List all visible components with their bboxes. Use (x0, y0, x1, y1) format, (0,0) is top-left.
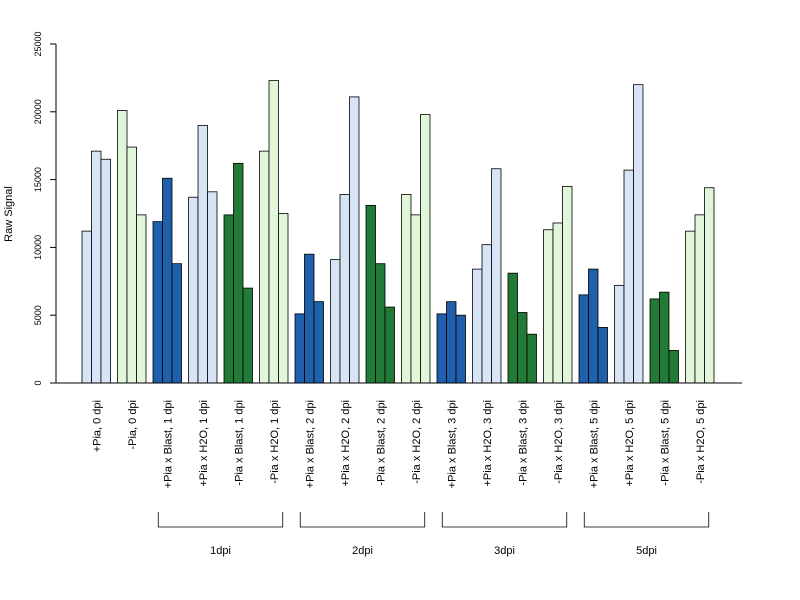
category-label: +Pia x Blast, 2 dpi (304, 400, 316, 488)
bar (401, 194, 412, 384)
bar (278, 213, 289, 384)
category-label: -Pia x H2O, 5 dpi (695, 400, 707, 484)
bar (578, 294, 589, 384)
bar (171, 263, 182, 384)
bar (330, 259, 341, 384)
bar (339, 194, 350, 384)
bar (649, 298, 660, 384)
bar (704, 187, 715, 384)
bar (81, 230, 92, 384)
category-label: +Pia x H2O, 2 dpi (340, 400, 352, 487)
bar (136, 214, 147, 384)
bar (552, 222, 563, 384)
group-bracket (441, 512, 568, 528)
bar (313, 301, 324, 384)
group-label: 1dpi (210, 545, 231, 557)
bar (694, 214, 705, 384)
bar (614, 284, 625, 384)
category-label: +Pia x H2O, 1 dpi (198, 400, 210, 487)
category-label: -Pia x H2O, 3 dpi (553, 400, 565, 484)
bar (472, 268, 483, 384)
category-label: +Pia x H2O, 5 dpi (624, 400, 636, 487)
bar (588, 268, 599, 384)
y-axis: 0 5000 10000 15000 20000 25000 (33, 31, 57, 386)
bar (91, 150, 102, 384)
bar (304, 253, 315, 384)
group-bracket (583, 512, 710, 528)
bar (491, 168, 502, 384)
category-label: +Pia x Blast, 5 dpi (588, 400, 600, 488)
bar (543, 229, 554, 384)
bar (294, 313, 305, 384)
bar (455, 314, 466, 384)
category-label: +Pia x Blast, 3 dpi (446, 400, 458, 488)
category-label: +Pia x H2O, 3 dpi (482, 400, 494, 487)
bar (162, 177, 173, 384)
bar (420, 114, 431, 384)
category-label: -Pia x H2O, 2 dpi (411, 400, 423, 484)
y-tick-label: 15000 (33, 167, 43, 192)
category-label: -Pia x Blast, 2 dpi (375, 400, 387, 486)
bar (233, 162, 244, 384)
bar (242, 287, 253, 384)
bars (81, 80, 715, 384)
bar (659, 291, 670, 384)
category-label: -Pia x Blast, 5 dpi (659, 400, 671, 486)
bar (349, 96, 360, 384)
bar (188, 196, 199, 384)
bar (668, 350, 679, 384)
y-tick-label: 0 (33, 380, 43, 385)
category-label: -Pia x Blast, 1 dpi (233, 400, 245, 486)
bar (223, 214, 234, 384)
bar (259, 150, 270, 384)
bar (152, 221, 163, 384)
bar (517, 312, 528, 384)
group-bracket (157, 512, 284, 528)
bar (526, 333, 537, 384)
category-label: +Pia, 0 dpi (91, 400, 103, 452)
y-tick-label: 10000 (33, 235, 43, 260)
bar (481, 244, 492, 384)
bar (562, 185, 573, 384)
y-tick-label: 25000 (33, 31, 43, 56)
category-label: -Pia, 0 dpi (127, 400, 139, 450)
bar (633, 84, 644, 384)
bar (446, 301, 457, 384)
bar (384, 306, 395, 384)
bar (507, 272, 518, 384)
group-brackets: 1dpi 2dpi 3dpi 5dpi (157, 512, 710, 557)
y-axis-label: Raw Signal (3, 186, 15, 242)
category-label: -Pia x Blast, 3 dpi (517, 400, 529, 486)
group-bracket (299, 512, 426, 528)
y-tick-label: 5000 (33, 305, 43, 325)
bar (365, 204, 376, 384)
group-label: 3dpi (494, 545, 515, 557)
bar (436, 313, 447, 384)
bar (623, 169, 634, 384)
bar (126, 146, 137, 384)
bar (268, 80, 279, 384)
group-label: 5dpi (636, 545, 657, 557)
bar (685, 230, 696, 384)
bar (375, 263, 386, 384)
category-label: +Pia x Blast, 1 dpi (162, 400, 174, 488)
bar (597, 327, 608, 384)
group-label: 2dpi (352, 545, 373, 557)
bar (207, 191, 218, 384)
bar (100, 158, 111, 384)
category-label: -Pia x H2O, 1 dpi (269, 400, 281, 484)
y-tick-label: 20000 (33, 99, 43, 124)
bar (117, 110, 128, 384)
bar (197, 124, 208, 384)
bar (410, 214, 421, 384)
category-labels: +Pia, 0 dpi -Pia, 0 dpi +Pia x Blast, 1 dp… (91, 400, 707, 488)
